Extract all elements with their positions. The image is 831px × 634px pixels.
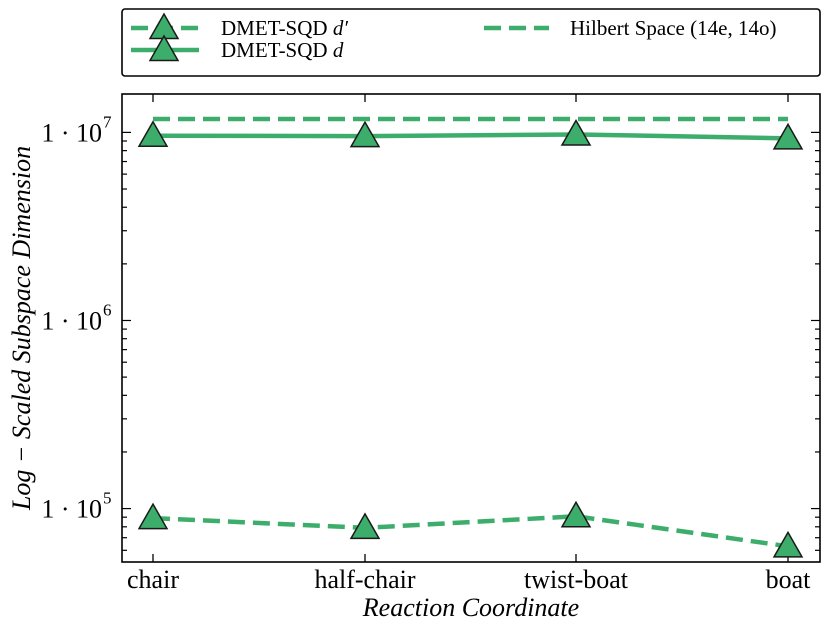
y-tick-exponent: 6 (103, 300, 112, 319)
legend-label: Hilbert Space (14e, 14o) (570, 16, 776, 40)
y-tick-label: 1 · 10 (41, 306, 102, 335)
legend-label: DMET-SQD d (221, 38, 344, 62)
data-point-marker (137, 502, 169, 530)
legend-label-symbol: d′ (333, 16, 349, 40)
series-line (152, 514, 789, 549)
data-point-marker (137, 120, 169, 147)
data-point-marker (560, 500, 592, 528)
legend-entry-2: Hilbert Space (14e, 14o) (484, 16, 776, 40)
data-point-marker (349, 512, 381, 540)
plot-frame (121, 93, 821, 563)
x-tick-label: boat (766, 565, 812, 594)
x-axis-label: Reaction Coordinate (362, 593, 579, 622)
y-tick-label: 1 · 10 (41, 495, 102, 524)
legend-entry-0: DMET-SQD d′ (131, 12, 348, 40)
x-tick-label: twist-boat (524, 565, 629, 594)
x-tick-label: chair (127, 565, 179, 594)
legend-marker (148, 34, 180, 62)
y-tick-exponent: 5 (103, 489, 112, 508)
series-line (152, 132, 789, 141)
data-point-marker (349, 120, 381, 148)
data-point-marker (560, 118, 592, 146)
data-point-marker (772, 122, 804, 150)
series-0 (137, 500, 804, 558)
data-point-marker (772, 530, 804, 558)
x-tick-label: half-chair (314, 565, 415, 594)
axis-ticks (122, 94, 820, 562)
y-tick-label: 1 · 10 (41, 118, 102, 147)
legend-label-symbol: d (333, 38, 344, 62)
legend-entry-1: DMET-SQD d (131, 34, 344, 62)
legend-label: DMET-SQD d′ (221, 16, 348, 40)
legend: DMET-SQD d′DMET-SQD d Hilbert Space (14e,… (121, 8, 821, 77)
legend-label-text: DMET-SQD (221, 38, 333, 62)
legend-frame (121, 8, 821, 77)
series-1 (137, 118, 804, 150)
y-tick-exponent: 7 (103, 112, 112, 131)
legend-label-text: Hilbert Space (14e, 14o) (570, 16, 776, 40)
y-axis-label: Log − Scaled Subspace Dimension (7, 146, 36, 511)
legend-label-text: DMET-SQD (221, 16, 333, 40)
series-layer (137, 116, 804, 558)
